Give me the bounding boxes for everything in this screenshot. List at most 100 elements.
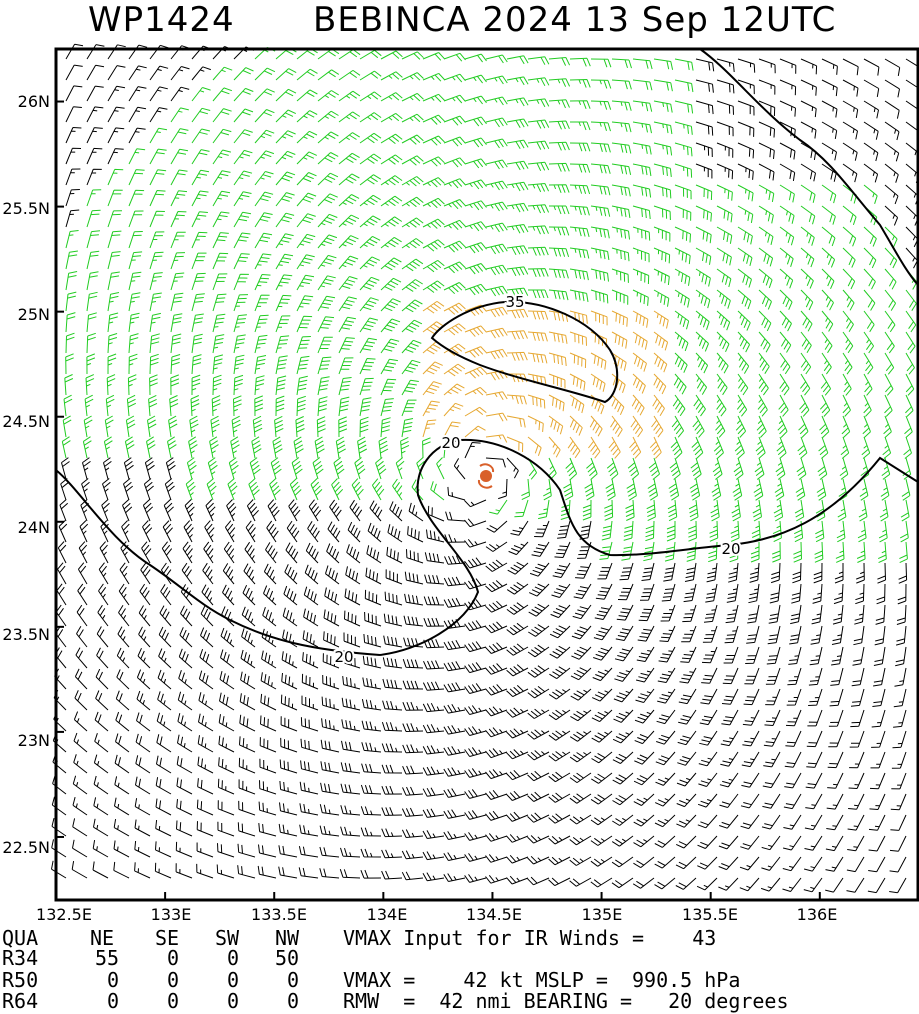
- wind-barb: [65, 353, 74, 375]
- wind-barb: [569, 310, 588, 324]
- wind-barb: [569, 373, 586, 391]
- wind-barb: [282, 607, 298, 627]
- wind-barb: [548, 247, 570, 258]
- wind-barb: [653, 58, 674, 70]
- wind-barb: [344, 588, 361, 606]
- wind-barb: [506, 330, 528, 340]
- wind-barb: [359, 377, 374, 396]
- wind-barb: [543, 478, 552, 501]
- wind-barb: [202, 562, 214, 585]
- wind-barb: [698, 751, 718, 767]
- wind-barb: [233, 108, 254, 123]
- wind-barb: [191, 66, 211, 81]
- wind-barb: [706, 562, 718, 583]
- wind-barb: [880, 478, 890, 501]
- wind-barb: [162, 520, 173, 543]
- wind-barb: [899, 541, 908, 564]
- wind-barb: [65, 209, 80, 228]
- wind-barb: [761, 835, 781, 851]
- wind-barb: [592, 667, 613, 682]
- wind-barb: [217, 821, 235, 837]
- wind-barb: [117, 626, 130, 648]
- wind-barb: [361, 698, 382, 711]
- wind-barb: [794, 499, 805, 522]
- wind-barb: [810, 625, 823, 645]
- wind-barb: [548, 289, 569, 301]
- wind-barb: [695, 289, 711, 309]
- wind-barb: [842, 100, 859, 118]
- r34-sw: 0: [227, 946, 240, 970]
- wind-barb: [254, 88, 275, 102]
- wind-barb: [506, 245, 529, 256]
- wind-barb: [859, 478, 869, 501]
- wind-barb: [632, 58, 653, 70]
- wind-barb: [359, 276, 380, 291]
- lon-label: 135E: [581, 905, 623, 924]
- wind-barb: [655, 772, 676, 786]
- wind-barb: [326, 543, 340, 564]
- wind-barb: [695, 226, 712, 244]
- wind-barb: [485, 810, 508, 821]
- wind-barb: [882, 436, 892, 459]
- wind-barb: [317, 152, 339, 165]
- wind-barb: [275, 88, 297, 102]
- wind-barb: [402, 659, 424, 669]
- wind-barb: [485, 96, 508, 106]
- wind-barb: [632, 121, 652, 134]
- wind-barb: [528, 603, 550, 617]
- wind-barb: [105, 394, 115, 417]
- wind-barb: [653, 163, 672, 177]
- wind-barb: [696, 877, 718, 891]
- wind-barb: [719, 772, 739, 788]
- wind-barb: [286, 520, 300, 543]
- wind-barb: [737, 121, 755, 137]
- wind-barb: [65, 147, 82, 165]
- wind-barb: [380, 175, 403, 186]
- wind-barb: [588, 436, 601, 459]
- wind-barb: [653, 79, 673, 92]
- wind-barb: [106, 374, 116, 396]
- wind-barb: [636, 646, 655, 662]
- wind-barb: [443, 240, 466, 253]
- wind-barb: [548, 162, 570, 172]
- wind-barb: [805, 772, 823, 789]
- wind-barb: [77, 583, 88, 606]
- wind-barb: [884, 373, 894, 396]
- wind-barb: [800, 100, 817, 118]
- wind-barb: [820, 373, 832, 396]
- wind-barb: [259, 780, 277, 795]
- wind-barb: [758, 184, 775, 202]
- wind-barb: [590, 289, 609, 304]
- wind-barb: [569, 856, 592, 866]
- wind-barb: [854, 604, 865, 625]
- wind-barb: [821, 184, 837, 204]
- wind-barb: [254, 212, 273, 228]
- wind-barb: [858, 499, 868, 522]
- wind-barb: [485, 264, 508, 276]
- wind-barb: [485, 327, 508, 339]
- wind-barb: [821, 289, 834, 311]
- wind-barb: [889, 835, 907, 852]
- wind-barb: [716, 100, 734, 115]
- wind-barb: [265, 542, 278, 564]
- wind-barb: [149, 231, 165, 249]
- wind-barb: [384, 591, 403, 606]
- wind-barb: [814, 541, 824, 563]
- wind-barb: [737, 373, 749, 396]
- wind-barb: [137, 647, 151, 669]
- wind-barb: [869, 772, 886, 790]
- wind-barb: [716, 247, 732, 266]
- wind-barb: [191, 333, 203, 354]
- wind-barb: [895, 646, 907, 667]
- wind-barb: [107, 85, 126, 102]
- wind-barb: [165, 457, 176, 480]
- storm-name-date-title: BEBINCA 2024 13 Sep 12UTC: [313, 0, 837, 40]
- wind-barb: [401, 279, 423, 292]
- wind-barb: [903, 436, 912, 459]
- wind-barb: [128, 65, 147, 81]
- wind-barb: [646, 499, 656, 522]
- wind-barb: [281, 672, 298, 690]
- wind-barb: [485, 789, 508, 800]
- wind-barb: [212, 211, 230, 228]
- wind-barb: [72, 818, 88, 837]
